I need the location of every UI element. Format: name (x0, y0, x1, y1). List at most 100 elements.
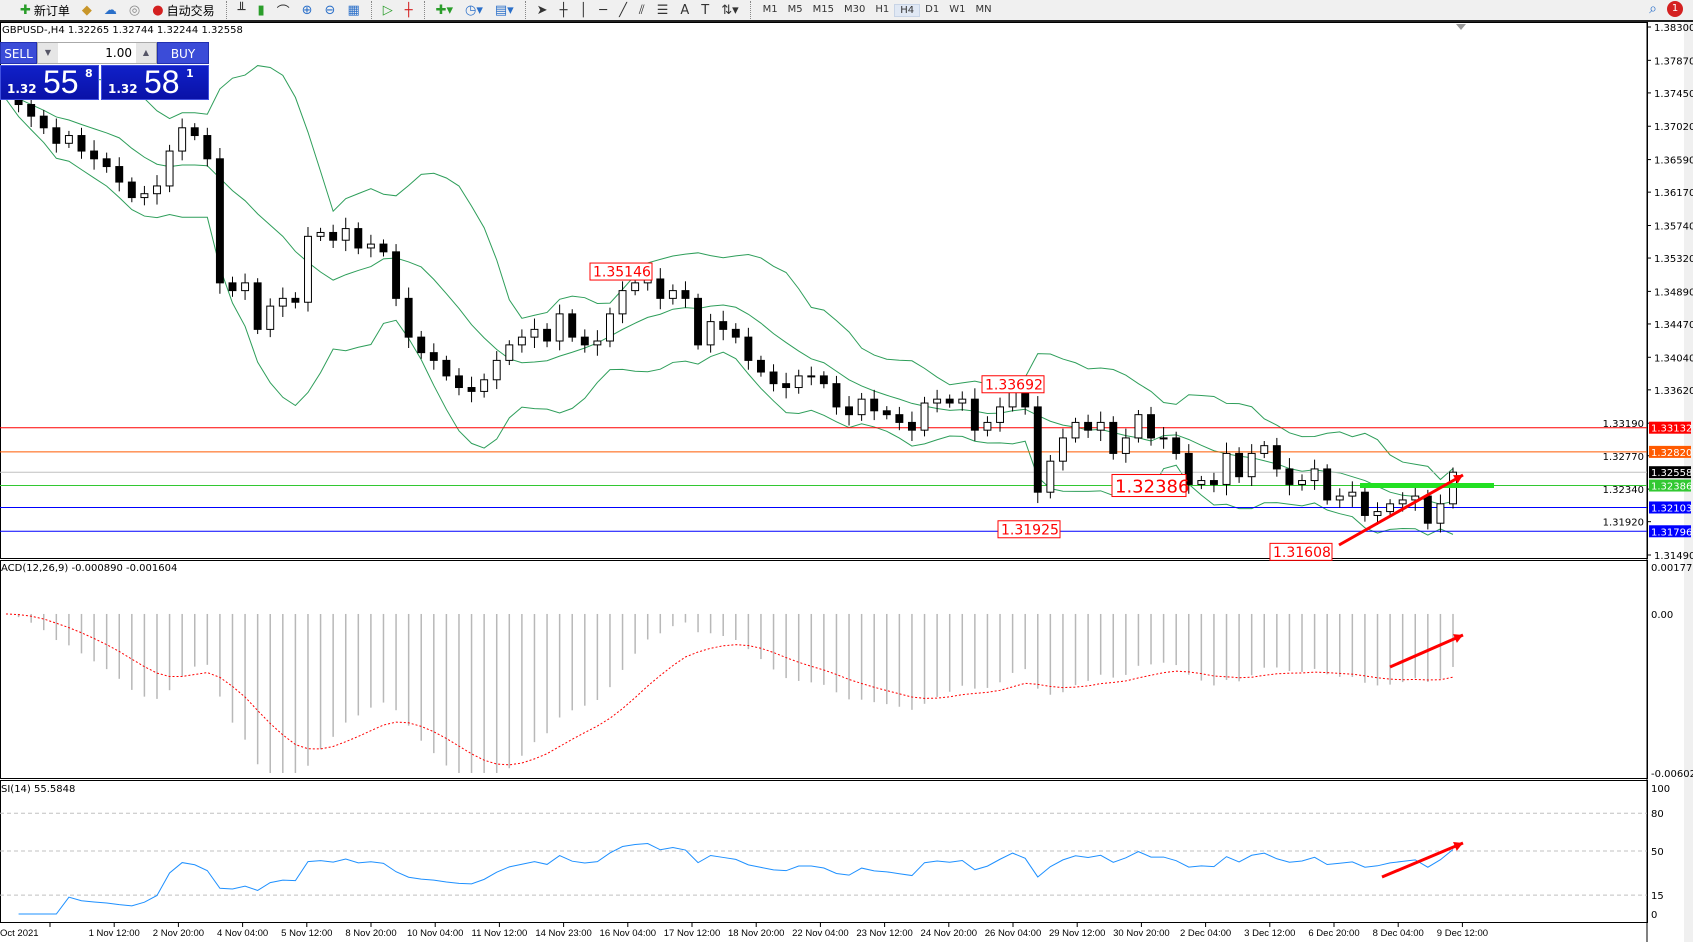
cursor-button[interactable]: ➤ (533, 0, 552, 20)
price-tick-label: 1.34470 (1654, 320, 1693, 331)
periods-button[interactable]: ◷▾ (461, 0, 487, 20)
candle-body (606, 313, 614, 342)
line-chart-button[interactable]: ⌒ (273, 0, 294, 20)
candle-body (958, 398, 967, 404)
rsi-tick-label: 0 (1651, 910, 1657, 921)
metaeditor-button[interactable]: ◆ (78, 0, 96, 20)
candle-body (744, 336, 753, 361)
timeframe-bar: M1 M5 M15 M30 H1 H4 D1 W1 MN (758, 3, 997, 17)
channel-button[interactable]: ⫽ (635, 0, 649, 20)
candle-body (807, 375, 816, 378)
price-tick-label: 1.38300 (1654, 23, 1693, 34)
candle-body (1172, 437, 1181, 454)
timeframe-d1[interactable]: D1 (925, 3, 940, 15)
candle (392, 244, 401, 307)
candle-body (668, 290, 677, 299)
candle (756, 355, 765, 377)
candle-body (706, 321, 715, 346)
time-label: 16 Nov 04:00 (600, 928, 657, 939)
candle-body (1134, 414, 1143, 439)
candle (656, 268, 665, 310)
search-icon[interactable]: ⌕ (1649, 1, 1657, 17)
candle (1033, 396, 1042, 504)
candle-body (1310, 468, 1319, 482)
horizontal-line-button[interactable]: ─ (595, 0, 611, 20)
rsi-tick-label: 15 (1651, 891, 1664, 902)
candle-body (907, 421, 916, 431)
candle (1323, 464, 1332, 505)
candle (1386, 499, 1395, 517)
candle (467, 376, 476, 403)
candle-body (756, 359, 765, 373)
candle (807, 366, 816, 386)
signals-button[interactable]: ◎ (125, 0, 144, 20)
increase-lot-button[interactable]: ▲ (136, 43, 156, 63)
buy-button[interactable]: BUY (157, 42, 209, 64)
navigator-button[interactable]: ☁ (100, 0, 121, 20)
zoom-in-button[interactable]: ⊕ (298, 0, 317, 20)
new-order-button[interactable]: ✚ 新订单 (20, 2, 70, 18)
candle-body (480, 379, 489, 392)
decrease-lot-button[interactable]: ▼ (38, 43, 58, 63)
timeframe-m1[interactable]: M1 (762, 3, 778, 15)
candle-body (266, 305, 275, 330)
vertical-line-button[interactable]: │ (575, 0, 591, 20)
bar-chart-button[interactable]: ╨ (234, 0, 250, 20)
candle-body (1033, 406, 1042, 493)
candle (769, 364, 778, 392)
auto-trading-button[interactable]: ● 自动交易 (152, 2, 215, 18)
macd-arrow (1389, 633, 1464, 669)
candle-body (970, 398, 979, 431)
price-line-label: 1.32103 (1651, 503, 1692, 514)
arrows-button[interactable]: ⇅▾ (717, 0, 742, 20)
timeframe-m15[interactable]: M15 (812, 3, 834, 15)
price-tick-label: 1.33190 (1603, 419, 1644, 430)
indicators-button[interactable]: ✚▾ (432, 0, 457, 20)
chart-area[interactable]: 1.38300 1.37870 1.37450 1.37020 1.36590 1.361… (0, 22, 1693, 942)
clock-icon: ◷▾ (464, 2, 483, 18)
buy-price-button[interactable]: 1.32 58 1 (101, 64, 209, 100)
timeframe-m5[interactable]: M5 (787, 3, 803, 15)
timeframe-mn[interactable]: MN (975, 3, 992, 15)
candle (1121, 428, 1130, 463)
timeframe-h4[interactable]: H4 (894, 3, 921, 17)
crosshair-button[interactable]: ┼ (556, 0, 572, 20)
candle (228, 276, 237, 297)
candle-body (492, 359, 501, 381)
candle-body (253, 282, 262, 330)
chart-shift-button[interactable]: ┼ (401, 0, 417, 20)
chart-shift-icon: ┼ (404, 2, 413, 18)
auto-scroll-button[interactable]: ▷ (379, 0, 397, 20)
candle-body (455, 375, 463, 389)
candlestick-button[interactable]: ▮ (253, 0, 268, 20)
candle-body (39, 115, 48, 129)
text-label-button[interactable]: T (697, 0, 713, 20)
bollinger-middle (5, 92, 1454, 505)
toolbar-right: ⌕ 1 (1649, 1, 1683, 17)
candlestick-icon: ▮ (257, 2, 265, 18)
zoom-out-button[interactable]: ⊖ (321, 0, 340, 20)
candle-body (681, 290, 690, 299)
text-button[interactable]: A (676, 0, 693, 20)
candle-body (1411, 495, 1420, 501)
candle (492, 351, 501, 390)
candle (64, 130, 73, 148)
candle (870, 389, 879, 421)
templates-button[interactable]: ▤▾ (491, 0, 518, 20)
fibonacci-button[interactable]: ☰ (653, 0, 673, 20)
sell-price-button[interactable]: 1.32 55 8 (0, 64, 99, 100)
timeframe-w1[interactable]: W1 (949, 3, 966, 15)
trendline-button[interactable]: ╱ (615, 0, 631, 20)
notification-badge[interactable]: 1 (1667, 1, 1683, 17)
timeframe-h1[interactable]: H1 (875, 3, 890, 15)
candle-body (857, 398, 866, 416)
timeframe-m30[interactable]: M30 (844, 3, 866, 15)
lot-size-input[interactable] (58, 46, 136, 60)
tile-windows-button[interactable]: ▦ (343, 0, 363, 20)
candle-body (1436, 503, 1445, 524)
sell-button[interactable]: SELL (0, 42, 37, 64)
candle-body (316, 231, 325, 237)
price-annotation-box (997, 520, 1061, 539)
price-tick-label: 1.34890 (1654, 287, 1693, 298)
text-label-icon: T (701, 2, 710, 18)
